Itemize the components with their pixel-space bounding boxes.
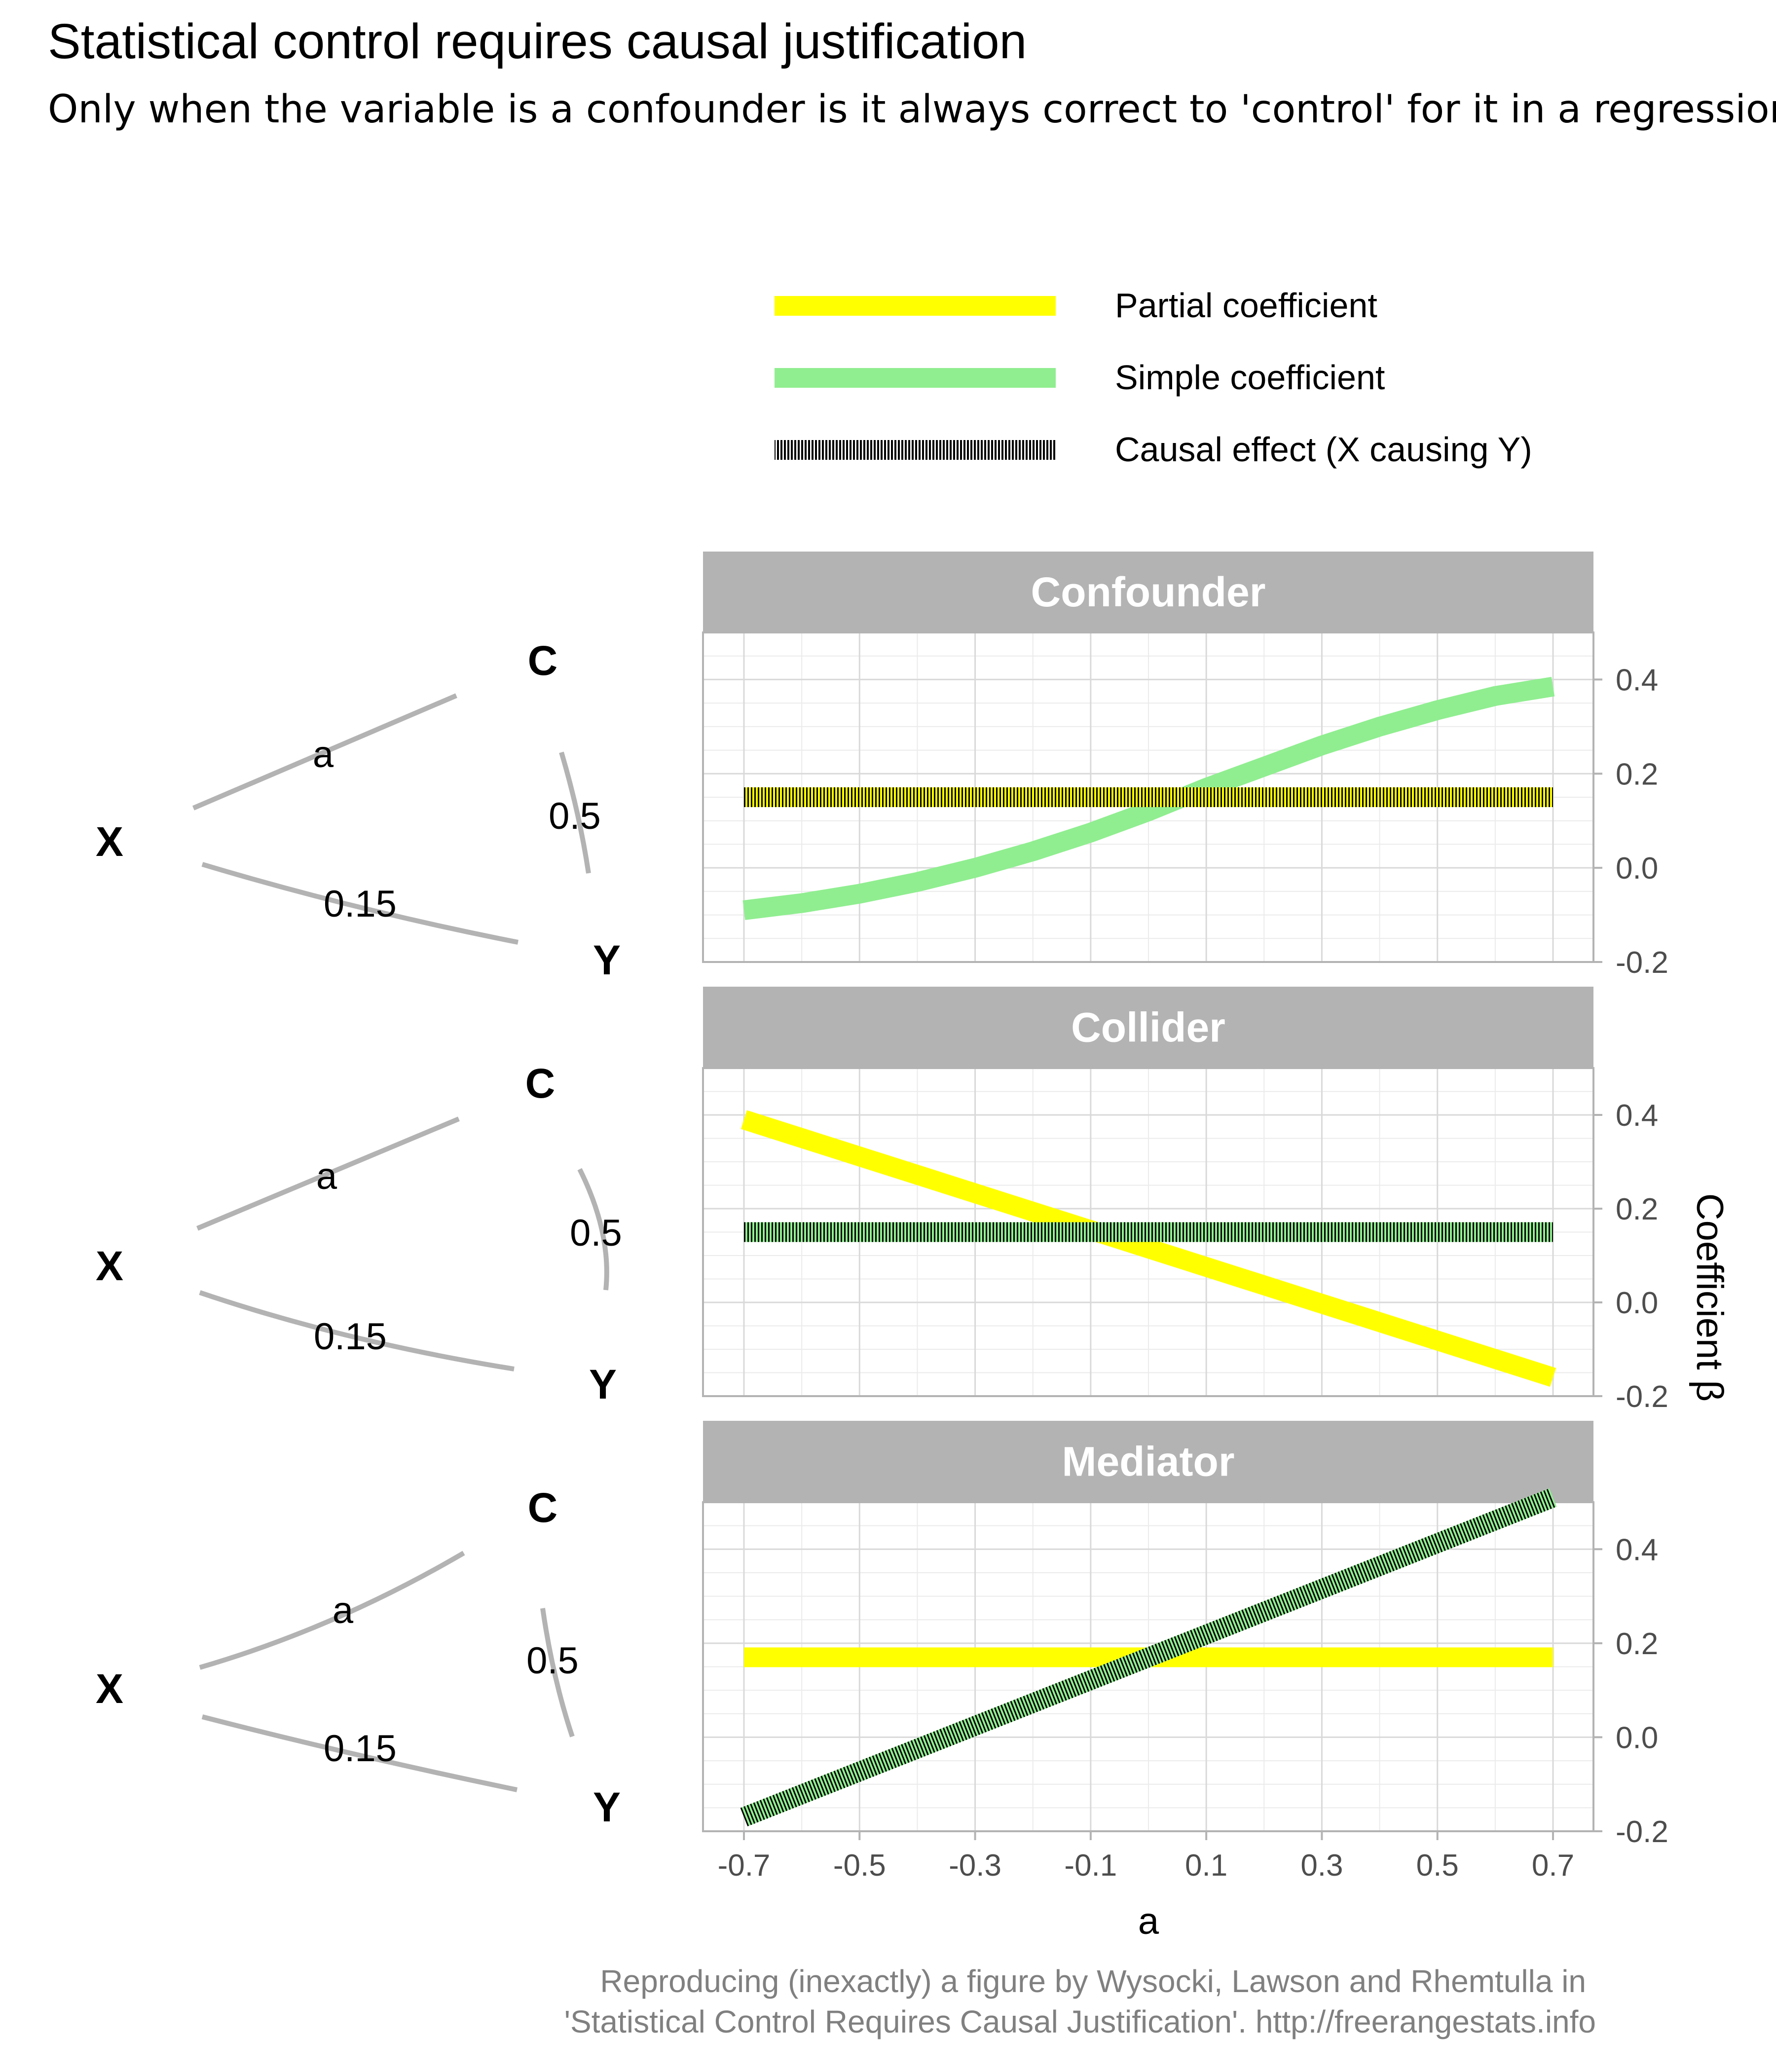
- dag-edge-label-c-y: 0.5: [526, 1640, 579, 1682]
- y-tick-label: 0.0: [1616, 1721, 1658, 1755]
- chart-title: Statistical control requires causal just…: [48, 14, 1027, 69]
- series-line-partial-coefficient: [740, 1110, 1556, 1387]
- y-tick-label: 0.4: [1616, 663, 1658, 697]
- y-tick-label: -0.2: [1616, 1380, 1668, 1414]
- x-tick-label: 0.7: [1532, 1849, 1574, 1883]
- dag-node-c: C: [528, 1484, 558, 1531]
- chart-subtitle: Only when the variable is a confounder i…: [48, 87, 1776, 132]
- x-tick-label: -0.5: [833, 1849, 886, 1883]
- x-axis-title: a: [1138, 1900, 1159, 1942]
- legend-key-causal: [775, 440, 1056, 460]
- facet-confounder: Confounder -0.2 0.0 0.2 0.4: [702, 552, 1668, 980]
- dag-arrow-x-to-y: [201, 862, 518, 945]
- x-tick-label: 0.3: [1300, 1849, 1343, 1883]
- y-tick-label: 0.2: [1616, 1627, 1658, 1661]
- y-tick-label: 0.0: [1616, 1286, 1658, 1320]
- dag-node-y: Y: [589, 1361, 617, 1407]
- x-tick-label: 0.1: [1185, 1849, 1227, 1883]
- facet-strip: [703, 552, 1593, 632]
- dag-arrow-y-to-c: [577, 1168, 609, 1291]
- facet-strip: [703, 987, 1593, 1068]
- dag-arrow-c-to-y: [540, 1608, 575, 1738]
- legend-label-partial: Partial coefficient: [1115, 286, 1377, 325]
- dag-edge-label-a: a: [316, 1155, 337, 1197]
- caption-line-2: 'Statistical Control Requires Causal Jus…: [564, 2004, 1596, 2039]
- dag-arrow-c-to-x: [192, 693, 457, 811]
- x-tick-label: 0.5: [1416, 1849, 1459, 1883]
- dag-edge-label-c-y: 0.5: [570, 1212, 622, 1254]
- dag-confounder: C X Y a 0.5 0.15: [96, 637, 621, 983]
- y-tick-label: 0.4: [1616, 1099, 1658, 1133]
- dag-arrow-x-to-c: [199, 1551, 465, 1670]
- facet-plots: Confounder -0.2 0.0 0.2 0.4 Collider -0.2 0.0 0.…: [702, 552, 1668, 1883]
- dag-edge-label-a: a: [313, 734, 334, 776]
- dag-arrow-c-to-y: [559, 751, 591, 874]
- x-tick-label: -0.3: [949, 1849, 1001, 1883]
- facet-strip-label: Mediator: [1062, 1439, 1234, 1485]
- x-axis: -0.7 -0.5 -0.3 -0.1 0.1 0.3 0.5 0.7: [718, 1831, 1574, 1883]
- panel-border: [702, 1501, 1594, 1832]
- series-line-simple-coefficient: [740, 1488, 1557, 1827]
- facet-collider: Collider -0.2 0.0 0.2 0.4: [702, 987, 1668, 1414]
- dag-collider: C X Y a 0.5 0.15: [96, 1060, 622, 1407]
- x-tick-label: -0.7: [718, 1849, 771, 1883]
- dag-arrow-x-to-y: [201, 1714, 518, 1792]
- dag-edge-label-c-y: 0.5: [549, 795, 601, 837]
- dag-arrow-x-to-c: [196, 1116, 460, 1231]
- panel-border: [702, 1067, 1594, 1397]
- dag-arrow-x-to-y: [199, 1290, 515, 1371]
- dag-node-c: C: [528, 637, 558, 684]
- legend-label-causal: Causal effect (X causing Y): [1115, 430, 1532, 469]
- facet-strip-label: Confounder: [1031, 569, 1266, 615]
- y-axis-title: Coefficient β: [1689, 1193, 1731, 1402]
- y-tick-label: 0.2: [1616, 1192, 1658, 1226]
- dag-node-y: Y: [593, 1784, 621, 1830]
- legend: Partial coefficient Simple coefficient C…: [775, 286, 1532, 469]
- dag-node-y: Y: [593, 937, 621, 983]
- dag-edge-label-x-y: 0.15: [324, 883, 397, 925]
- legend-label-simple: Simple coefficient: [1115, 358, 1385, 397]
- facet-mediator: Mediator -0.2 0.0 0.2 0.4: [702, 1421, 1668, 1849]
- series-line-simple-coefficient: [742, 676, 1555, 920]
- facet-strip: [703, 1421, 1593, 1502]
- dag-mediator: C X Y a 0.5 0.15: [96, 1484, 621, 1830]
- dag-node-x: X: [96, 1243, 123, 1289]
- y-tick-label: -0.2: [1616, 1815, 1668, 1849]
- y-tick-label: -0.2: [1616, 946, 1668, 980]
- dag-node-x: X: [96, 818, 123, 865]
- y-tick-label: 0.0: [1616, 851, 1658, 886]
- caption-line-1: Reproducing (inexactly) a figure by Wyso…: [600, 1963, 1586, 1999]
- dag-edge-label-x-y: 0.15: [314, 1316, 387, 1358]
- y-tick-label: 0.2: [1616, 757, 1658, 791]
- dag-node-c: C: [525, 1060, 555, 1107]
- facet-strip-label: Collider: [1071, 1004, 1225, 1051]
- panel-border: [702, 631, 1594, 963]
- dag-edge-label-a: a: [333, 1590, 354, 1631]
- dag-edge-label-x-y: 0.15: [324, 1728, 397, 1770]
- x-tick-label: -0.1: [1064, 1849, 1117, 1883]
- y-tick-label: 0.4: [1616, 1533, 1658, 1567]
- dag-node-x: X: [96, 1665, 123, 1712]
